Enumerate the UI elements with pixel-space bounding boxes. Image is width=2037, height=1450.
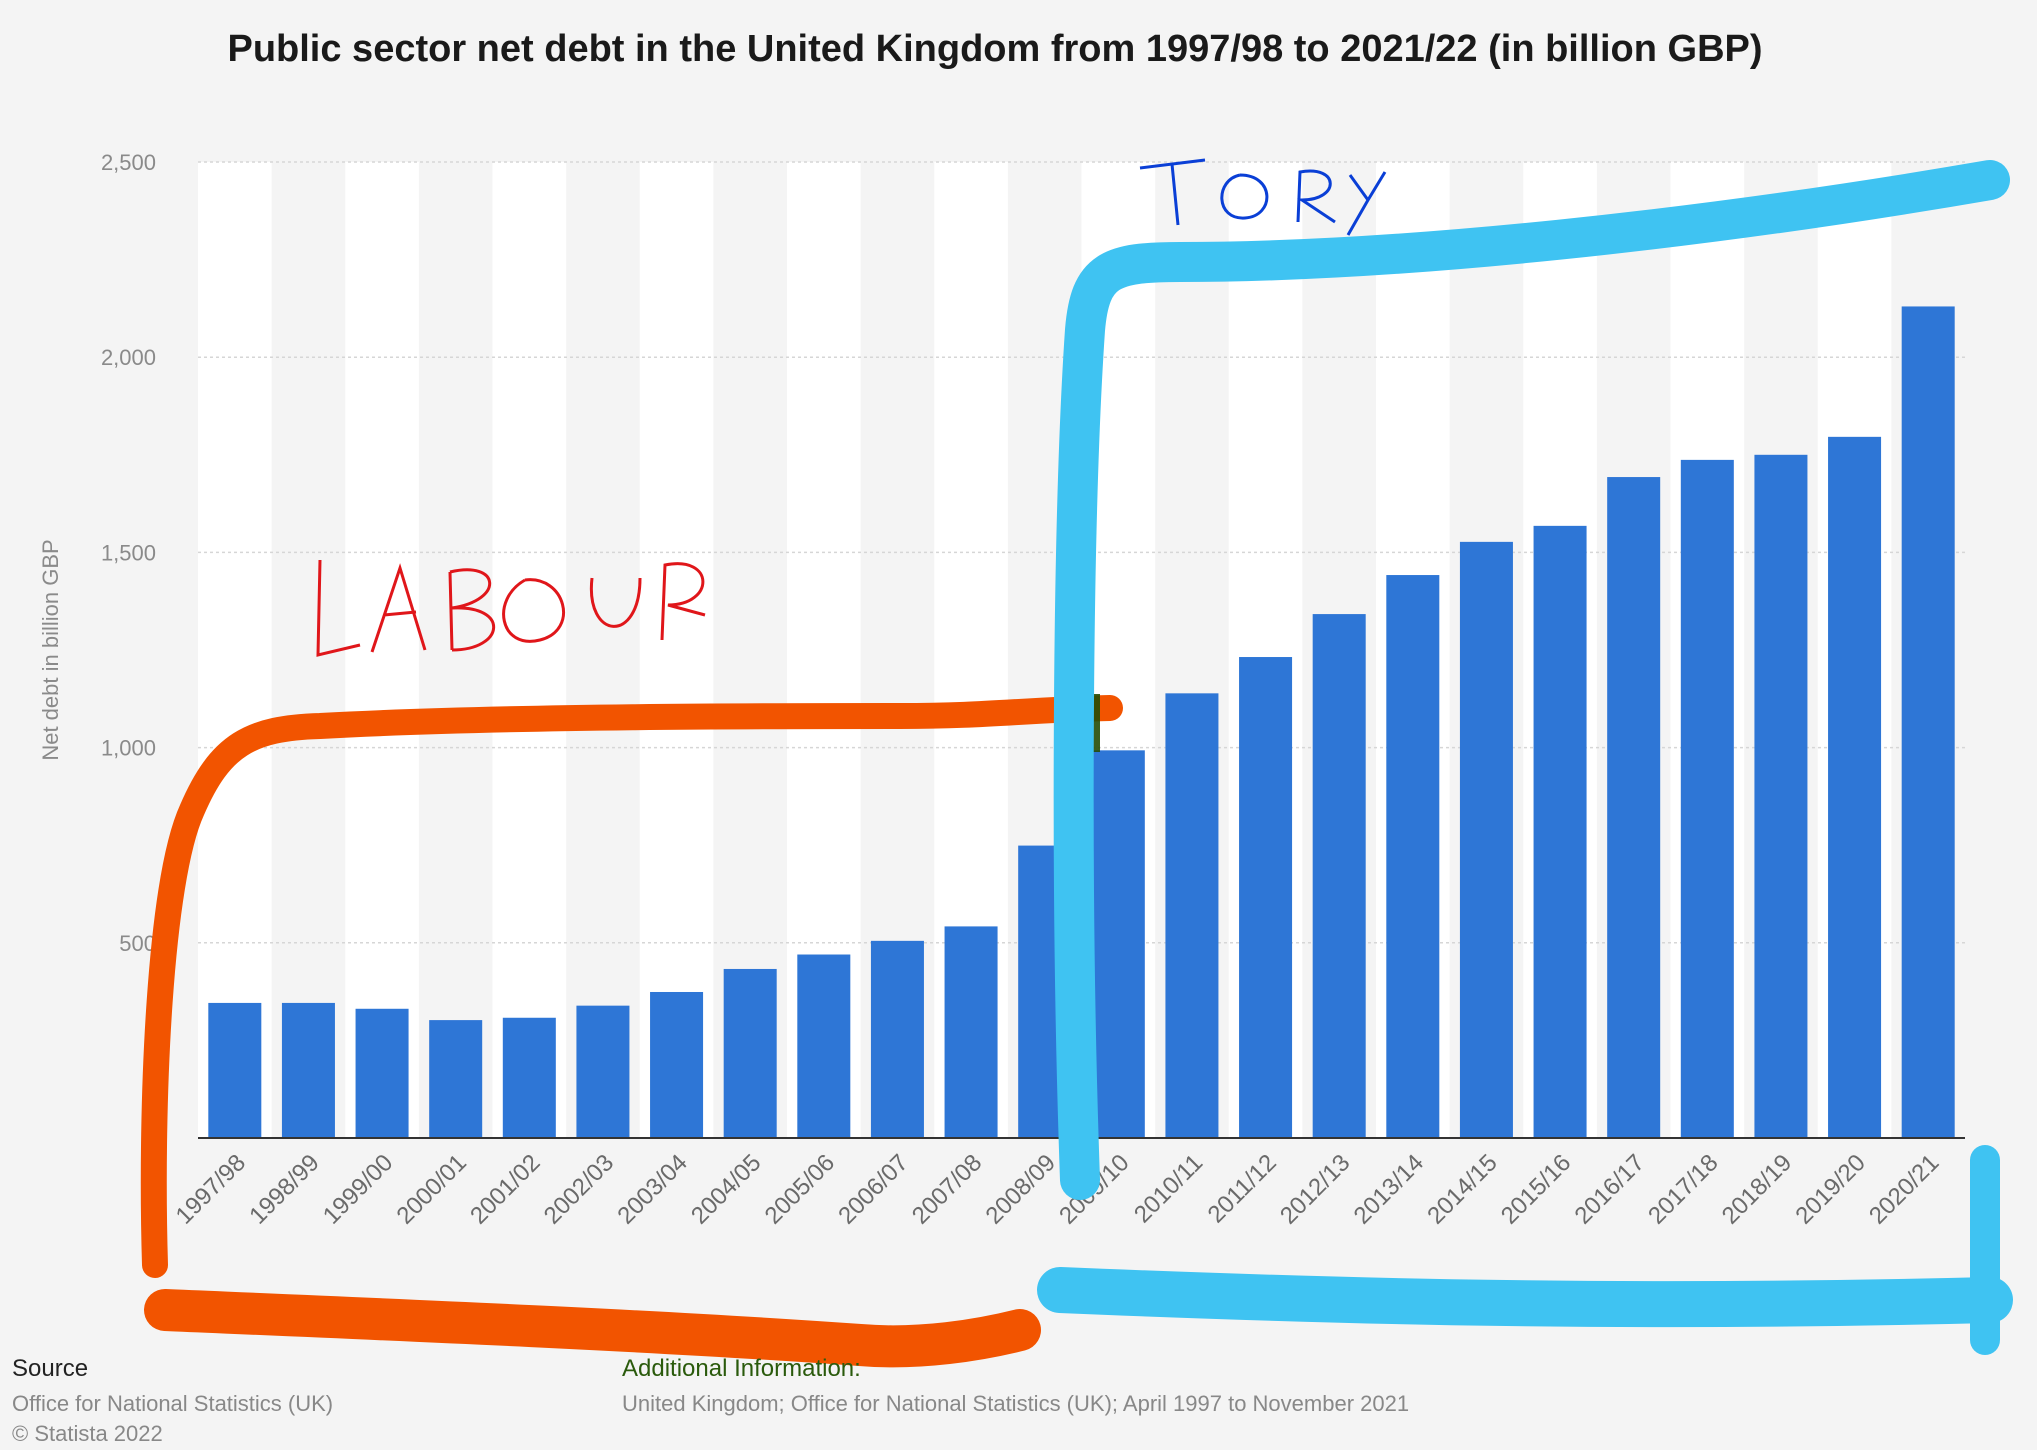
source-line[interactable]: Office for National Statistics (UK) (12, 1391, 334, 1416)
x-tick-label: 2011/12 (1203, 1149, 1282, 1228)
bar[interactable] (1386, 575, 1440, 1138)
x-tick-label: 1998/99 (244, 1149, 324, 1229)
x-tick-label: 2006/07 (833, 1149, 913, 1229)
bar[interactable] (281, 1002, 335, 1138)
x-tick-label: 2018/19 (1717, 1149, 1797, 1229)
bar[interactable] (870, 940, 924, 1138)
x-tick-label: 2010/11 (1129, 1149, 1208, 1228)
x-tick-label: 2008/09 (980, 1149, 1060, 1229)
bar[interactable] (650, 991, 704, 1138)
bar[interactable] (502, 1017, 556, 1138)
bar[interactable] (797, 954, 851, 1138)
bar[interactable] (1459, 541, 1513, 1138)
x-tick-label: 2017/18 (1643, 1149, 1723, 1229)
bar[interactable] (355, 1008, 409, 1138)
chart-title: Public sector net debt in the United Kin… (227, 28, 1763, 70)
tory-label (1139, 158, 1387, 236)
bar[interactable] (723, 968, 777, 1138)
x-tick-label: 2015/16 (1496, 1149, 1576, 1229)
bar[interactable] (1312, 614, 1366, 1138)
additional-info-block: Additional Information: United Kingdom; … (622, 1355, 1409, 1419)
source-header: Source (12, 1355, 89, 1382)
x-tick-label: 2004/05 (686, 1149, 766, 1229)
source-block: Source Office for National Statistics (U… (12, 1355, 333, 1449)
x-tick-label: 2020/21 (1864, 1149, 1944, 1229)
bar[interactable] (1607, 477, 1661, 1138)
x-tick-label: 2000/01 (391, 1149, 471, 1229)
x-tick-label: 2003/04 (612, 1149, 692, 1229)
y-tick-label: 2,500 (101, 150, 156, 175)
x-tick-label: 2013/14 (1349, 1149, 1429, 1229)
column-band (345, 162, 419, 1138)
bar[interactable] (1828, 436, 1882, 1138)
bar-series (208, 306, 1955, 1138)
x-tick-label: 1999/00 (318, 1149, 398, 1229)
bar[interactable] (1091, 750, 1145, 1138)
tory-bottom-stroke (1037, 1267, 2013, 1328)
labour-label (316, 559, 706, 657)
tory-annotation (1037, 158, 2013, 1355)
x-tick-label: 2012/13 (1275, 1149, 1355, 1229)
x-tick-label: 2019/20 (1790, 1149, 1870, 1229)
x-tick-label: 2001/02 (465, 1149, 545, 1229)
bar[interactable] (1239, 657, 1293, 1138)
x-tick-label: 2007/08 (907, 1149, 987, 1229)
y-tick-label: 1,500 (101, 540, 156, 565)
y-tick-label: 1,000 (101, 736, 156, 761)
bar[interactable] (429, 1020, 483, 1138)
column-band (198, 162, 272, 1138)
x-tick-label: 1997/98 (171, 1149, 251, 1229)
bar[interactable] (944, 926, 998, 1138)
y-axis-label: Net debt in billion GBP (38, 539, 63, 760)
y-tick-label: 500 (119, 931, 156, 956)
bar[interactable] (576, 1005, 630, 1138)
bar[interactable] (1754, 454, 1808, 1138)
x-tick-label: 2016/17 (1569, 1149, 1649, 1229)
x-tick-label: 2014/15 (1422, 1149, 1502, 1229)
labour-bottom-stroke (144, 1289, 1041, 1368)
bar[interactable] (1901, 306, 1955, 1138)
x-tick-label: 2002/03 (539, 1149, 619, 1229)
copyright-line: © Statista 2022 (12, 1421, 163, 1446)
bar[interactable] (208, 1002, 262, 1138)
bar[interactable] (1165, 693, 1219, 1138)
labour-bracket (140, 695, 1123, 1278)
additional-info-header: Additional Information: (622, 1355, 861, 1382)
column-band (639, 162, 714, 1138)
tory-bracket (1053, 160, 2010, 1200)
bar[interactable] (1680, 459, 1734, 1138)
bar[interactable] (1533, 525, 1587, 1138)
x-tick-label: 2005/06 (760, 1149, 840, 1229)
x-axis-ticks: 1997/981998/991999/002000/012001/022002/… (171, 1149, 1945, 1229)
additional-info-line: United Kingdom; Office for National Stat… (622, 1391, 1410, 1416)
y-tick-label: 2,000 (101, 345, 156, 370)
column-band (492, 162, 567, 1138)
